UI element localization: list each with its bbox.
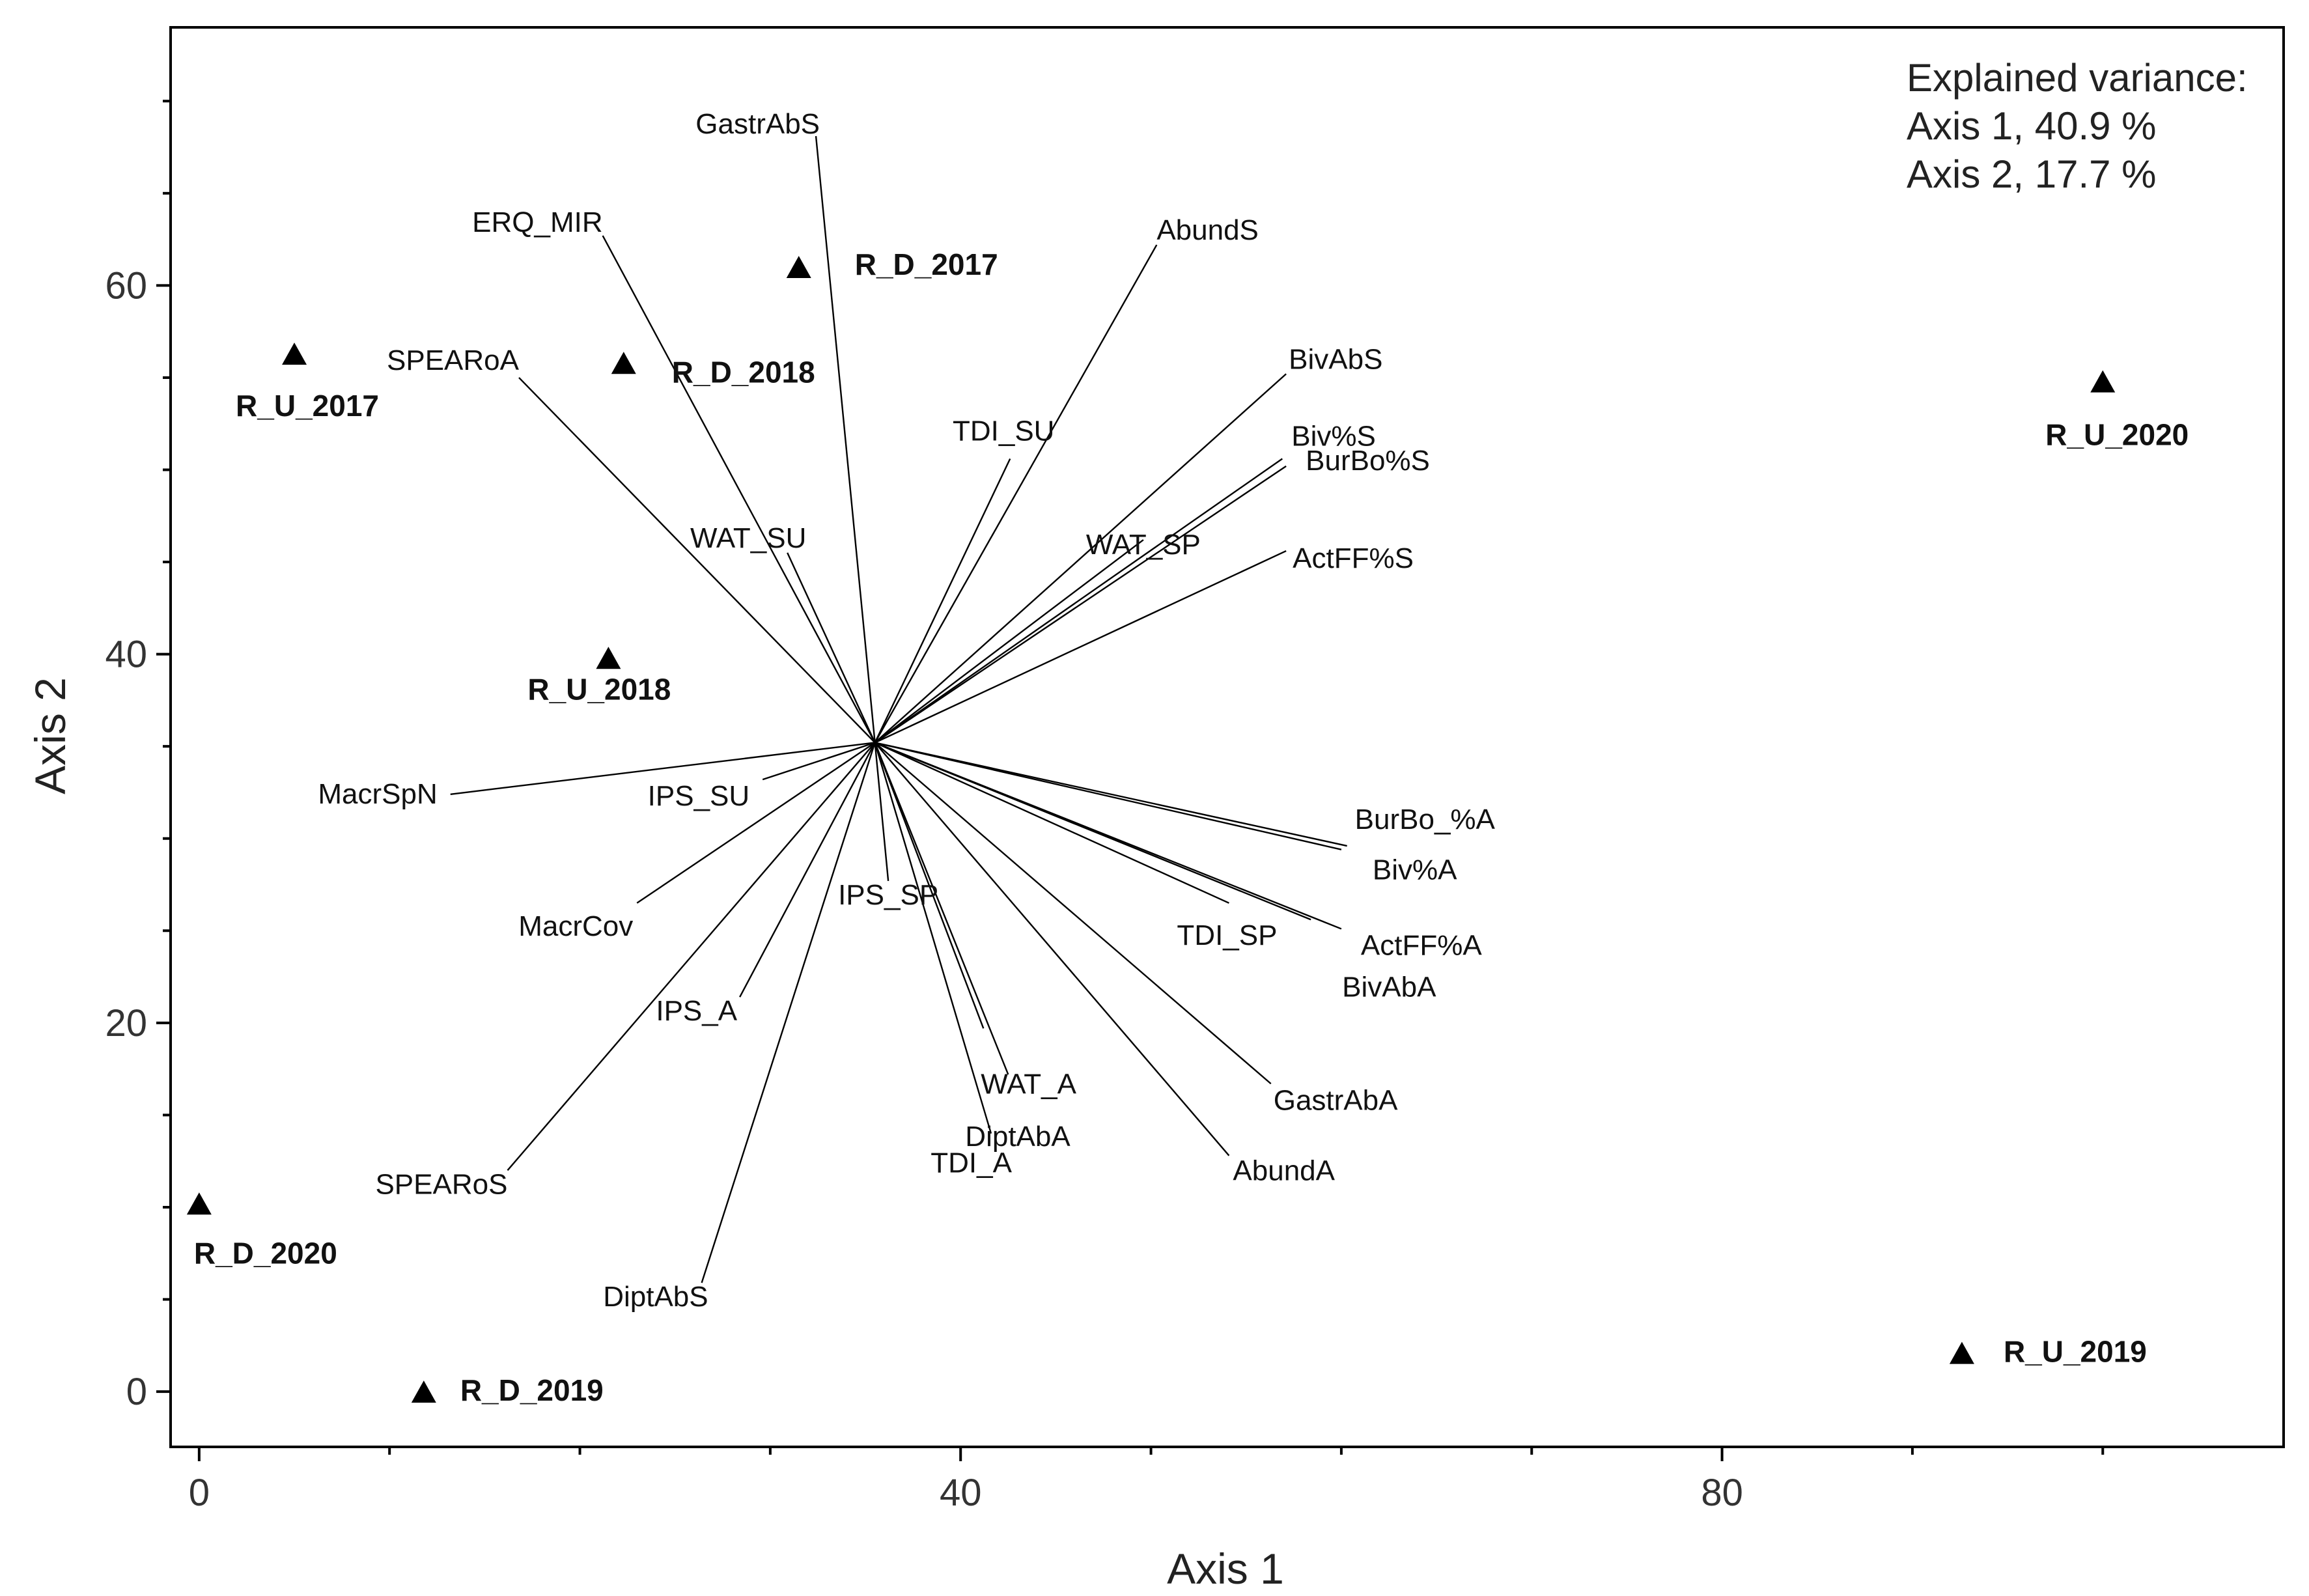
vector-label: MacrCov [518,910,633,942]
vector-line [874,244,1158,744]
vector-line [874,742,889,881]
vector-label: SPEARoA [387,344,520,376]
site-marker [1949,1341,1974,1364]
site-label: R_U_2019 [2004,1335,2147,1369]
vector-line [874,742,992,1134]
vector-label: AbundA [1233,1155,1335,1187]
vector-line [874,742,985,1029]
vector-label: SPEARoS [375,1168,507,1200]
x-tick-label: 0 [189,1472,210,1514]
vector-line [874,742,1009,1075]
y-tick-label: 40 [105,634,147,676]
explained-variance-legend: Explained variance: Axis 1, 40.9 % Axis … [1907,56,2248,196]
vector-line [875,742,1347,847]
vector-label: TDI_SU [953,415,1054,447]
vector-line [874,465,1287,744]
vector-line [875,742,1311,921]
legend-title: Explained variance: [1907,56,2248,100]
vector-labels: GastrAbS ERQ_MIR AbundS SPEARoA TDI_SU BivAbS… [318,108,1495,1313]
vector-label: WAT_SP [1086,529,1201,561]
vector-label: MacrSpN [318,778,437,810]
vector-line [739,742,876,998]
vector-line [875,742,1342,850]
vector-label: GastrAbS [695,108,820,140]
vector-label: BivAbA [1342,971,1436,1003]
vector-label: ActFF%A [1361,929,1482,961]
y-tick-label: 60 [105,264,147,307]
site-label: R_D_2018 [672,355,815,389]
vector-line [874,742,1230,1156]
vector-label: WAT_A [981,1068,1076,1100]
site-marker [596,647,621,669]
site-marker [411,1380,436,1403]
vector-label: IPS_A [656,995,737,1027]
site-label: R_U_2020 [2045,418,2189,452]
vector-line [875,550,1287,744]
vector-line [507,742,876,1171]
vector-lines [450,135,1347,1283]
vector-label: DiptAbA [965,1121,1071,1153]
vector-label: TDI_A [931,1147,1012,1179]
vector-label: AbundS [1156,214,1259,246]
x-axis-title: Axis 1 [1167,1545,1284,1593]
site-label: R_D_2020 [194,1236,337,1270]
vector-label: Biv%A [1373,854,1457,886]
vector-line [701,742,876,1283]
vector-label: DiptAbS [603,1281,708,1313]
site-marker [186,1192,212,1215]
site-label: R_U_2018 [527,672,671,706]
vector-line [874,539,1144,744]
vector-label: BivAbS [1289,343,1382,375]
vector-line [636,742,876,904]
vector-label: BurBo_%A [1355,804,1496,835]
vector-line [874,742,1272,1085]
legend-axis1: Axis 1, 40.9 % [1907,104,2157,148]
vector-label: WAT_SU [690,522,806,554]
site-marker [2090,370,2116,393]
vector-label: IPS_SU [648,780,750,812]
x-tick-label: 80 [1701,1472,1743,1514]
site-marker [786,256,811,279]
vector-line [450,742,875,795]
site-label: R_D_2019 [460,1373,604,1407]
site-marker [282,343,307,365]
vector-line [602,235,876,744]
site-points: R_U_2017 R_D_2018 R_D_2017 R_U_2018 R_U_2020… [186,247,2189,1407]
vector-line [874,458,1011,744]
vector-label: ERQ_MIR [472,206,602,238]
plot-frame [169,26,2285,1448]
vector-line [815,135,876,743]
site-marker [611,352,636,374]
y-axis-title: Axis 2 [26,677,74,794]
vector-line [875,742,1229,904]
vector-label: Biv%S [1291,420,1376,452]
y-tick-label: 0 [126,1371,147,1413]
vector-label: ActFF%S [1293,542,1414,574]
vector-line [874,458,1283,744]
vector-line [874,373,1287,744]
y-tick-label: 20 [105,1002,147,1044]
legend-axis2: Axis 2, 17.7 % [1907,152,2157,196]
vector-label: GastrAbA [1274,1084,1398,1116]
vector-line [762,742,876,781]
x-tick-label: 40 [940,1472,982,1514]
site-label: R_U_2017 [236,389,379,423]
axis-ticks: 0 20 40 60 0 40 80 [105,100,2105,1514]
site-label: R_D_2017 [855,247,998,281]
vector-label: BurBo%S [1306,445,1430,477]
vector-label: IPS_SP [838,879,938,911]
vector-label: TDI_SP [1177,919,1277,951]
vector-line [518,377,876,744]
vector-line [787,552,876,743]
